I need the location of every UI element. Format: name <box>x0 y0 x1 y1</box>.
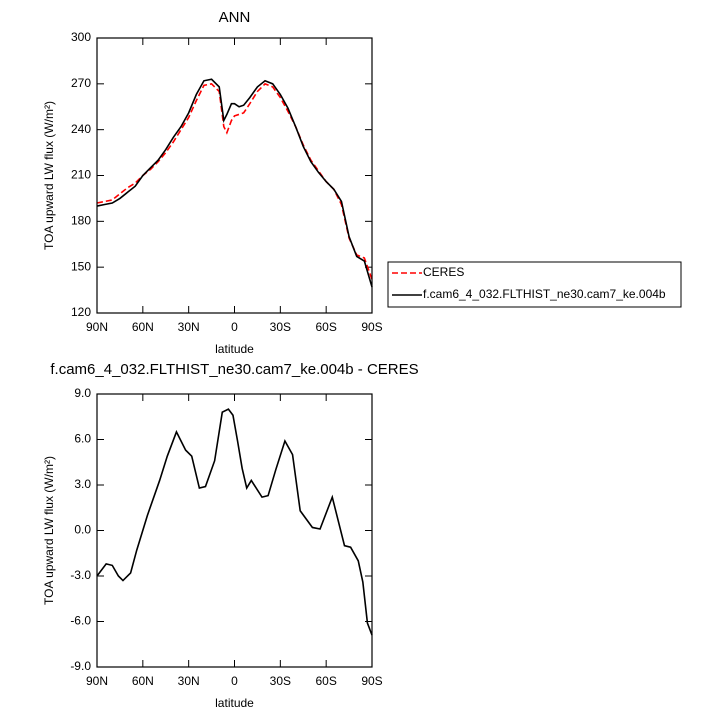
x-tick-label: 60S <box>315 320 336 334</box>
y-tick-label: -3.0 <box>70 568 91 582</box>
x-tick-label: 60N <box>132 320 154 334</box>
x-tick-label: 90S <box>361 674 382 688</box>
y-tick-label: 270 <box>71 76 91 90</box>
y-tick-label: 3.0 <box>74 477 91 491</box>
x-tick-label: 30N <box>178 320 200 334</box>
x-tick-label: 30S <box>270 674 291 688</box>
y-tick-label: 210 <box>71 168 91 182</box>
y-tick-label: 0.0 <box>74 523 91 537</box>
plot-frame <box>96 37 373 314</box>
x-axis-label: latitude <box>215 696 254 710</box>
data-line <box>96 408 373 636</box>
y-tick-label: 6.0 <box>74 432 91 446</box>
legend: CERES f.cam6_4_032.FLTHIST_ne30.cam7_ke.0… <box>387 261 682 308</box>
chart-title: f.cam6_4_032.FLTHIST_ne30.cam7_ke.004b -… <box>50 361 418 378</box>
x-tick-label: 90N <box>86 674 108 688</box>
x-tick-label: 30S <box>270 320 291 334</box>
chart-title: ANN <box>219 9 251 26</box>
y-tick-label: 240 <box>71 122 91 136</box>
y-tick-label: -9.0 <box>70 659 91 673</box>
y-axis-label: TOA upward LW flux (W/m²) <box>42 101 56 250</box>
y-tick-label: -6.0 <box>70 614 91 628</box>
y-axis-label: TOA upward LW flux (W/m²) <box>42 456 56 605</box>
x-tick-label: 30N <box>178 674 200 688</box>
y-tick-label: 180 <box>71 214 91 228</box>
data-line <box>96 78 373 288</box>
legend-box <box>387 261 682 308</box>
x-axis-label: latitude <box>215 342 254 356</box>
x-tick-label: 0 <box>231 674 238 688</box>
x-tick-label: 90N <box>86 320 108 334</box>
legend-label: f.cam6_4_032.FLTHIST_ne30.cam7_ke.004b <box>423 287 666 301</box>
plot-frame <box>96 393 373 668</box>
y-tick-label: 300 <box>71 30 91 44</box>
x-tick-label: 60N <box>132 674 154 688</box>
x-tick-label: 60S <box>315 674 336 688</box>
y-tick-label: 9.0 <box>74 386 91 400</box>
y-tick-label: 150 <box>71 259 91 273</box>
x-tick-label: 0 <box>231 320 238 334</box>
y-tick-label: 120 <box>71 305 91 319</box>
x-tick-label: 90S <box>361 320 382 334</box>
legend-label: CERES <box>423 265 464 279</box>
